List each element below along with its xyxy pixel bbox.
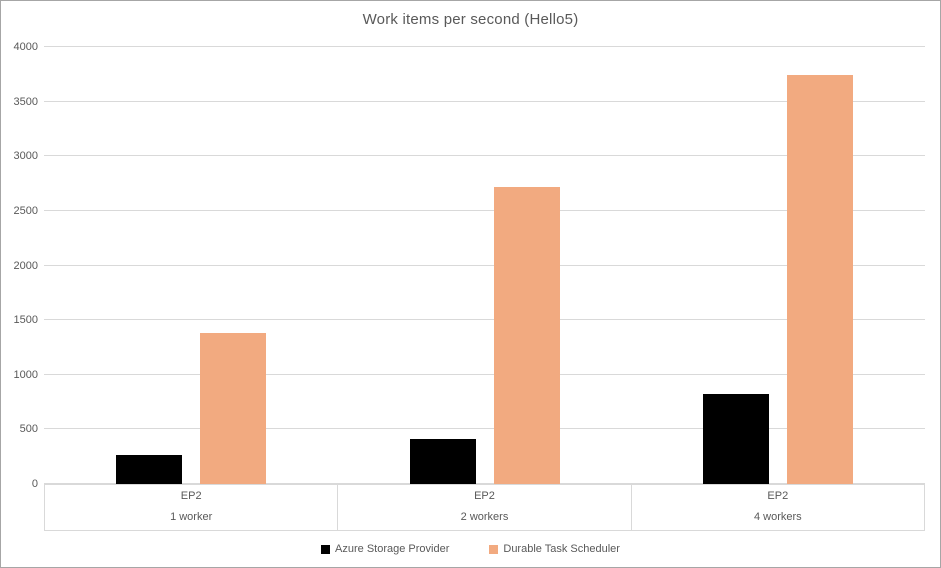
y-tick-label: 3500 (13, 95, 38, 108)
category-top-label: EP2 (474, 490, 495, 502)
category-cell: EP2 4 workers (632, 485, 925, 530)
y-tick-label: 0 (31, 478, 38, 490)
gridline (44, 264, 925, 266)
y-tick-label: 4000 (13, 41, 38, 53)
category-bottom-label: 4 workers (753, 511, 802, 523)
bar-durable-task-scheduler (199, 332, 266, 484)
category-top-label: EP2 (767, 490, 789, 502)
bar-durable-task-scheduler (787, 75, 854, 484)
gridline (44, 46, 925, 47)
gridline (44, 373, 925, 375)
bar-durable-task-scheduler (493, 186, 560, 484)
chart-title: Work items per second (Hello5) (362, 11, 579, 28)
bars-layer (44, 47, 925, 484)
bar-group (631, 47, 925, 484)
legend-item: Azure Storage Provider (321, 543, 449, 555)
y-tick-label: 500 (19, 423, 38, 436)
category-axis: EP2 1 worker EP2 2 workers EP2 4 workers (44, 484, 925, 531)
gridline (44, 428, 925, 430)
y-tick-label: 1000 (13, 368, 38, 381)
y-tick-label: 3000 (13, 150, 38, 163)
category-top-label: EP2 (180, 490, 202, 502)
plot-area (44, 46, 925, 484)
bar-azure-storage-provider (703, 393, 770, 484)
bar-group (338, 47, 632, 484)
category-bottom-label: 2 workers (460, 511, 509, 523)
legend-label: Durable Task Scheduler (503, 543, 620, 555)
bar-group (44, 47, 338, 484)
category-cell: EP2 2 workers (338, 485, 632, 530)
bar-azure-storage-provider (115, 455, 182, 484)
gridline (44, 155, 925, 157)
gridline (44, 209, 925, 211)
legend-swatch-azure-storage-provider (321, 544, 331, 554)
gridline (44, 483, 925, 484)
y-tick-label: 2500 (13, 204, 38, 217)
category-cell: EP2 1 worker (45, 485, 339, 530)
legend: Azure Storage Provider Durable Task Sched… (1, 540, 940, 558)
y-axis-labels: 0 500 1000 1500 2000 2500 3000 3500 4000 (1, 41, 38, 490)
y-tick-label: 2000 (13, 259, 38, 272)
legend-item: Durable Task Scheduler (489, 543, 620, 555)
legend-label: Azure Storage Provider (335, 543, 450, 555)
category-bottom-label: 1 worker (170, 511, 213, 523)
gridline (44, 319, 925, 321)
y-tick-label: 1500 (13, 314, 38, 327)
bar-azure-storage-provider (409, 439, 476, 484)
gridline (44, 100, 925, 102)
legend-swatch-durable-task-scheduler (489, 544, 499, 554)
